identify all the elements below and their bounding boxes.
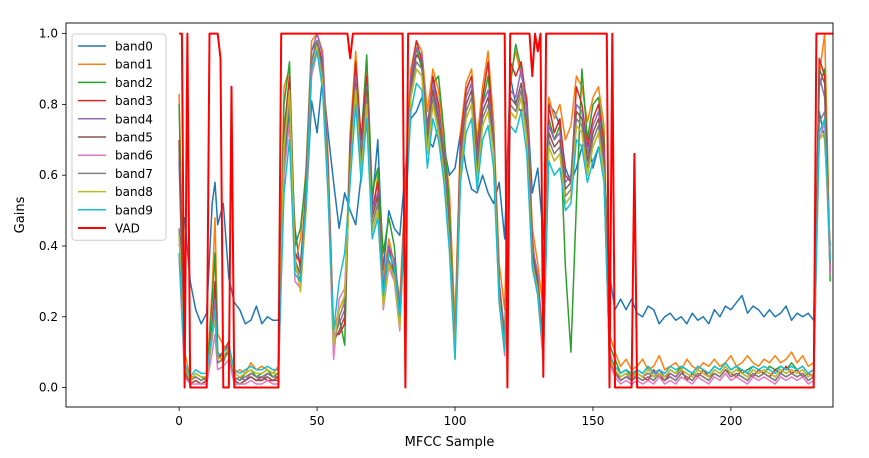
y-tick-label: 1.0 xyxy=(39,27,58,41)
series-line-vad xyxy=(179,32,833,389)
y-tick-label: 0.2 xyxy=(39,310,58,324)
y-tick-label: 0.6 xyxy=(39,168,58,182)
legend-label-band1: band1 xyxy=(115,58,153,72)
x-tick-label: 0 xyxy=(175,414,183,428)
plot-frame xyxy=(65,22,834,408)
legend-label-band8: band8 xyxy=(115,185,153,199)
y-tick-label: 0.8 xyxy=(39,97,58,111)
x-axis-ticks: 0 50 100 150 200 xyxy=(175,407,742,428)
series-line-band9 xyxy=(178,50,831,378)
legend-label-band6: band6 xyxy=(115,149,153,163)
x-tick-label: 50 xyxy=(309,414,324,428)
y-tick-label: 0.4 xyxy=(39,239,58,253)
x-tick-label: 200 xyxy=(719,414,742,428)
legend-label-band3: band3 xyxy=(115,94,153,108)
legend-label-band7: band7 xyxy=(115,167,153,181)
legend-box xyxy=(71,33,167,241)
y-axis-label: Gains xyxy=(13,196,28,233)
legend-label-band9: band9 xyxy=(115,203,153,217)
legend: band0 band1 band2 band3 band4 band5 band6 band7… xyxy=(71,33,167,241)
legend-label-vad: VAD xyxy=(115,222,140,236)
y-axis-ticks: 0.0 0.2 0.4 0.6 0.8 1.0 xyxy=(39,27,66,395)
x-axis-label: MFCC Sample xyxy=(405,435,495,450)
y-tick-label: 0.0 xyxy=(39,381,58,395)
legend-label-band5: band5 xyxy=(115,131,153,145)
legend-label-band0: band0 xyxy=(115,40,153,54)
x-tick-label: 150 xyxy=(582,414,605,428)
x-tick-label: 100 xyxy=(444,414,467,428)
legend-label-band4: band4 xyxy=(115,112,153,126)
series-layer xyxy=(178,32,833,389)
legend-label-band2: band2 xyxy=(115,76,153,90)
